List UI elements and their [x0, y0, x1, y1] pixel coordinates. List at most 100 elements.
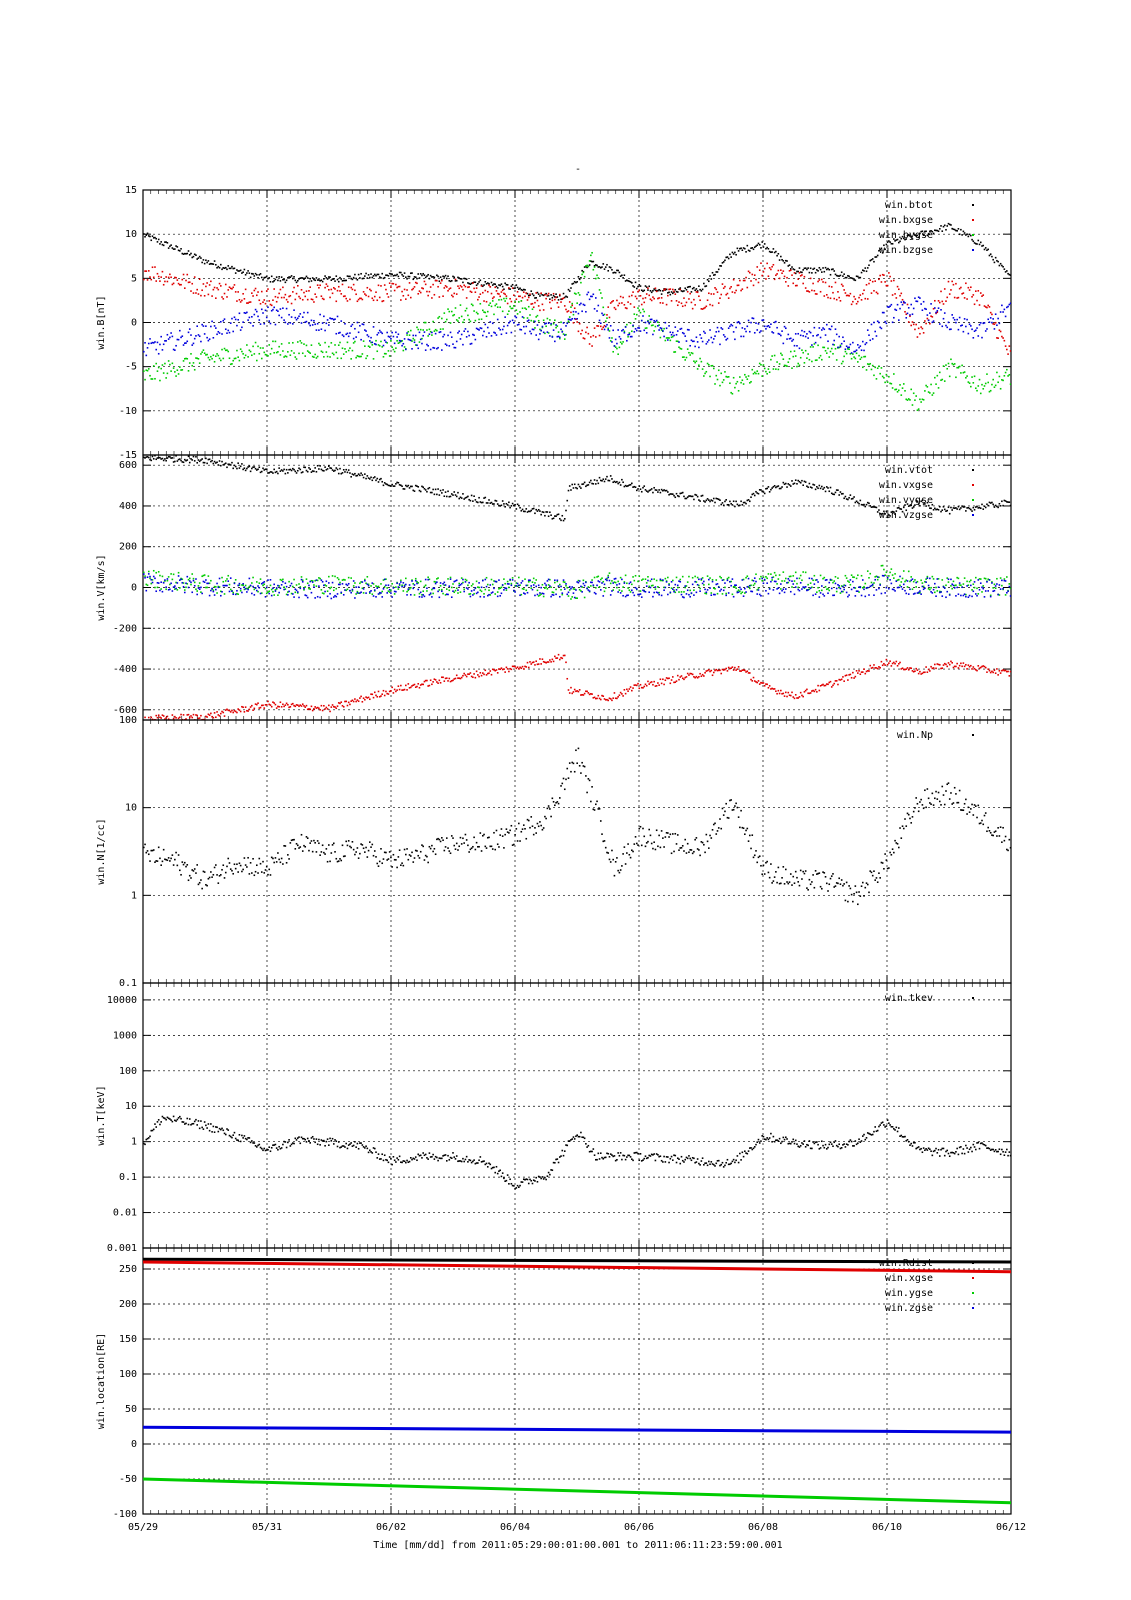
data-point-win-btot [563, 296, 566, 299]
data-point-win-btot [616, 269, 618, 272]
data-point-win-btot [388, 272, 391, 275]
data-point-win-bygse [716, 378, 719, 381]
data-point-win-vxgse [285, 702, 288, 705]
data-point-win-bxgse [890, 280, 893, 282]
data-point-win-btot [233, 267, 236, 270]
data-point-win-bzgse [201, 323, 203, 326]
data-point-win-vtot [766, 487, 768, 490]
data-point-win-vxgse [902, 668, 905, 671]
data-point-win-vtot [860, 503, 863, 506]
data-point-win-vtot [839, 491, 842, 493]
data-point-win-bygse [937, 387, 940, 389]
data-point-win-btot [401, 273, 403, 276]
data-point-win-bzgse [544, 323, 546, 325]
data-point-win-bxgse [660, 297, 663, 299]
data-point-win-vtot [681, 491, 684, 494]
data-point-win-bygse [301, 352, 304, 355]
data-point-win-vxgse [328, 704, 330, 707]
data-point-win-vtot [966, 507, 968, 509]
data-point-win-vtot [165, 459, 167, 462]
data-point-win-vxgse [822, 683, 824, 686]
data-point-win-bygse [740, 381, 742, 384]
data-point-win-bzgse [362, 323, 365, 326]
data-point-win-btot [648, 285, 651, 288]
data-point-win-vxgse [613, 692, 616, 694]
data-point-win-bygse [895, 388, 898, 391]
data-point-win-vxgse [842, 676, 844, 678]
data-point-win-vxgse [984, 666, 987, 669]
data-point-win-vxgse [270, 705, 273, 708]
data-point-win-vxgse [508, 670, 510, 673]
data-point-win-bygse [347, 349, 350, 352]
data-point-win-vtot [282, 470, 284, 472]
data-point-win-vtot [741, 503, 744, 506]
data-point-win-btot [562, 292, 565, 295]
data-point-win-bzgse [858, 346, 860, 349]
data-point-win-bzgse [330, 317, 333, 320]
data-point-win-btot [613, 271, 616, 274]
data-point-win-vtot [586, 484, 588, 487]
data-point-win-bygse [459, 304, 462, 306]
data-point-win-bxgse [403, 288, 406, 291]
data-point-win-bxgse [320, 295, 323, 298]
data-point-win-vxgse [542, 660, 545, 663]
data-point-win-bzgse [524, 332, 526, 335]
data-point-win-bzgse [961, 324, 963, 327]
data-point-win-btot [191, 256, 194, 259]
data-point-win-bxgse [449, 287, 452, 289]
data-point-win-btot [504, 282, 506, 285]
data-point-win-vtot [767, 486, 770, 488]
data-point-win-bxgse [355, 293, 357, 296]
data-point-win-bxgse [335, 300, 338, 303]
data-point-win-bxgse [689, 292, 691, 295]
data-point-win-vygse [246, 587, 248, 590]
data-point-win-bzgse [359, 324, 361, 327]
data-point-win-vxgse [513, 665, 515, 668]
data-point-win-vtot [354, 472, 356, 475]
data-point-win-bxgse [285, 298, 288, 301]
data-point-win-bxgse [982, 294, 985, 296]
data-point-win-btot [545, 292, 547, 295]
data-point-win-bzgse [318, 329, 320, 331]
data-point-win-vtot [405, 484, 407, 487]
data-point-win-vtot [833, 493, 836, 496]
data-point-win-vxgse [190, 715, 192, 717]
data-point-win-bygse [171, 362, 174, 365]
data-point-win-btot [211, 263, 213, 265]
data-point-win-btot [635, 287, 638, 290]
data-point-win-bygse [175, 375, 177, 377]
data-point-win-vygse [244, 584, 247, 587]
data-point-win-bxgse [669, 288, 672, 290]
data-point-win-bzgse [915, 300, 917, 303]
data-point-win-vtot [324, 466, 326, 468]
data-point-win-bxgse [459, 284, 462, 287]
data-point-win-bygse [210, 355, 212, 358]
data-point-win-bzgse [771, 331, 773, 333]
data-point-win-bygse [212, 354, 215, 357]
data-point-win-vtot [557, 513, 560, 516]
data-point-win-btot [268, 277, 271, 279]
data-point-win-bxgse [833, 297, 836, 300]
data-point-win-vtot [197, 459, 200, 461]
data-point-win-bzgse [844, 348, 847, 351]
data-point-win-btot [987, 248, 990, 251]
data-point-win-bygse [514, 301, 516, 303]
y-tick-label: -200 [113, 623, 137, 634]
data-point-win-bygse [195, 357, 197, 359]
data-point-win-btot [400, 271, 402, 274]
data-point-win-btot [796, 270, 798, 273]
data-point-win-bygse [344, 348, 346, 350]
data-point-win-bzgse [930, 303, 932, 305]
data-point-win-vxgse [237, 708, 239, 710]
data-point-win-bxgse [757, 281, 760, 284]
data-point-win-bzgse [968, 323, 971, 326]
data-point-win-bygse [833, 344, 836, 346]
data-point-win-bzgse [637, 327, 639, 329]
data-point-win-vxgse [997, 674, 999, 676]
data-point-win-vtot [508, 501, 510, 504]
data-point-win-vxgse [727, 666, 730, 669]
data-point-win-btot [490, 281, 493, 284]
data-point-win-vxgse [300, 705, 303, 707]
data-point-win-btot [727, 257, 730, 260]
data-point-win-vtot [143, 456, 145, 459]
